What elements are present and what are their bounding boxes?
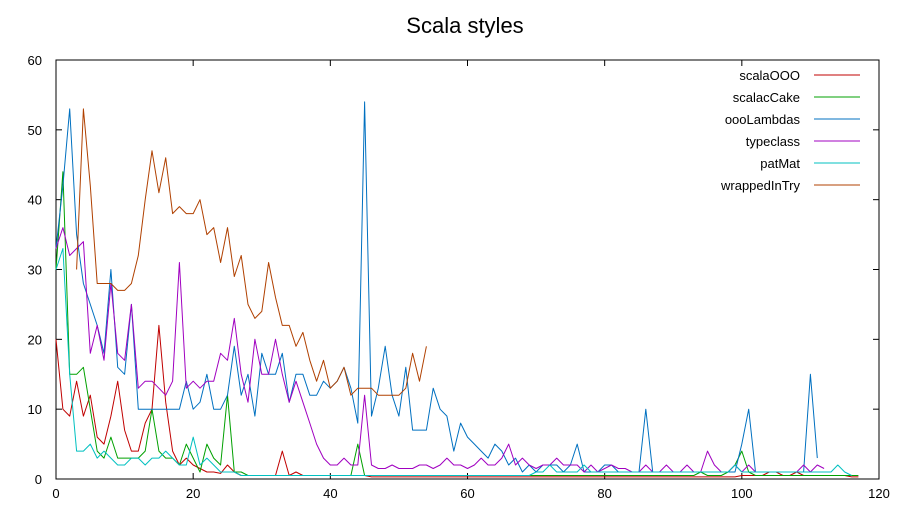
series-line-typeclass — [55, 227, 825, 473]
chart-title: Scala styles — [406, 13, 523, 38]
legend-label: typeclass — [746, 134, 801, 149]
y-tick-label: 60 — [28, 53, 42, 68]
y-tick-label: 50 — [28, 123, 42, 138]
series-line-wrappedInTry — [76, 108, 427, 396]
x-tick-label: 0 — [52, 486, 59, 501]
legend-label: scalacCake — [733, 90, 800, 105]
series-line-scalaOOO — [55, 324, 859, 478]
series-line-oooLambdas — [55, 101, 818, 473]
series-line-patMat — [55, 248, 852, 476]
x-tick-label: 80 — [597, 486, 611, 501]
legend-label: scalaOOO — [739, 68, 800, 83]
axis-ticks: 0 20 40 60 80 100 120 0 10 20 30 40 50 60 — [28, 53, 890, 501]
legend: scalaOOO scalacCake oooLambdas typeclass pat… — [720, 68, 860, 193]
legend-label: oooLambdas — [725, 112, 801, 127]
y-tick-label: 40 — [28, 193, 42, 208]
legend-label: wrappedInTry — [720, 178, 800, 193]
x-tick-label: 100 — [731, 486, 753, 501]
y-tick-label: 0 — [35, 472, 42, 487]
x-tick-label: 20 — [186, 486, 200, 501]
y-tick-label: 30 — [28, 263, 42, 278]
x-tick-label: 120 — [868, 486, 890, 501]
y-tick-label: 20 — [28, 332, 42, 347]
x-tick-label: 60 — [460, 486, 474, 501]
x-tick-label: 40 — [323, 486, 337, 501]
series-lines — [55, 101, 859, 478]
legend-label: patMat — [760, 156, 800, 171]
y-tick-label: 10 — [28, 402, 42, 417]
